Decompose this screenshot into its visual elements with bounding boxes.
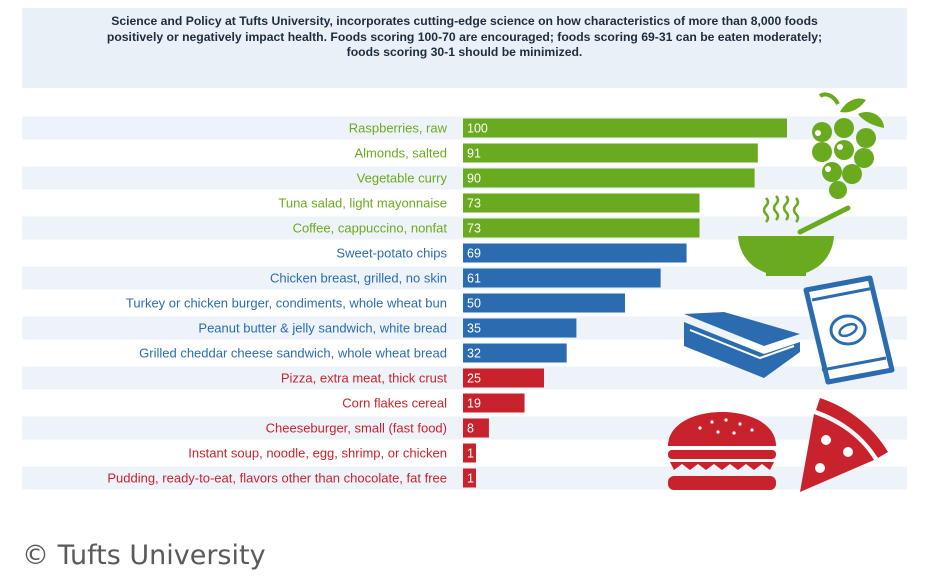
category-label: Coffee, cappuccino, nonfat — [293, 221, 448, 236]
soup-bowl-icon — [738, 195, 851, 276]
category-label: Raspberries, raw — [349, 121, 448, 136]
bar-chart: Raspberries, raw 100 Almonds, salted 91 Vege… — [22, 92, 907, 492]
bar — [463, 243, 687, 263]
category-label: Chicken breast, grilled, no skin — [270, 271, 447, 286]
bar-value-label: 73 — [467, 197, 481, 211]
bar-value-label: 1 — [467, 472, 474, 486]
bar-value-label: 35 — [467, 322, 481, 336]
header-banner: Science and Policy at Tufts University, … — [22, 8, 907, 88]
category-label: Tuna salad, light mayonnaise — [278, 196, 447, 211]
grapes-icon — [812, 92, 884, 199]
bar — [463, 268, 661, 288]
header-description: Science and Policy at Tufts University, … — [106, 14, 823, 59]
bar — [463, 343, 567, 363]
category-label: Cheeseburger, small (fast food) — [266, 421, 447, 436]
copyright-credit: © Tufts University — [22, 540, 266, 571]
bar — [463, 318, 577, 338]
bar-value-label: 69 — [467, 247, 481, 261]
bar-value-label: 8 — [467, 422, 474, 436]
burger-icon — [668, 412, 776, 490]
bar — [463, 418, 489, 438]
category-label: Peanut butter & jelly sandwich, white br… — [198, 321, 447, 336]
category-label: Pudding, ready-to-eat, flavors other tha… — [107, 471, 447, 486]
bar — [463, 143, 758, 163]
bar — [463, 468, 476, 488]
category-label: Pizza, extra meat, thick crust — [281, 371, 448, 386]
sandwich-icon — [684, 312, 800, 378]
bar — [463, 193, 700, 213]
bar — [463, 443, 476, 463]
bar — [463, 393, 525, 413]
bar — [463, 368, 544, 388]
bar — [463, 293, 625, 313]
bar-value-label: 32 — [467, 347, 481, 361]
category-label: Sweet-potato chips — [336, 246, 447, 261]
category-label: Instant soup, noodle, egg, shrimp, or ch… — [188, 446, 447, 461]
pizza-slice-icon — [800, 398, 888, 492]
category-label: Turkey or chicken burger, condiments, wh… — [126, 296, 447, 311]
bar-value-label: 1 — [467, 447, 474, 461]
bar-value-label: 25 — [467, 372, 481, 386]
category-label: Grilled cheddar cheese sandwich, whole w… — [139, 346, 447, 361]
bar-value-label: 90 — [467, 172, 481, 186]
bar — [463, 168, 755, 188]
bar-value-label: 91 — [467, 147, 481, 161]
category-label: Almonds, salted — [355, 146, 448, 161]
category-label: Corn flakes cereal — [342, 396, 447, 411]
bar — [463, 218, 700, 238]
category-label: Vegetable curry — [357, 171, 448, 186]
chips-bag-icon — [803, 275, 895, 385]
bar-value-label: 73 — [467, 222, 481, 236]
bar — [463, 118, 787, 138]
bar-value-label: 61 — [467, 272, 481, 286]
bar-value-label: 100 — [467, 122, 488, 136]
bar-value-label: 19 — [467, 397, 481, 411]
bar-value-label: 50 — [467, 297, 481, 311]
